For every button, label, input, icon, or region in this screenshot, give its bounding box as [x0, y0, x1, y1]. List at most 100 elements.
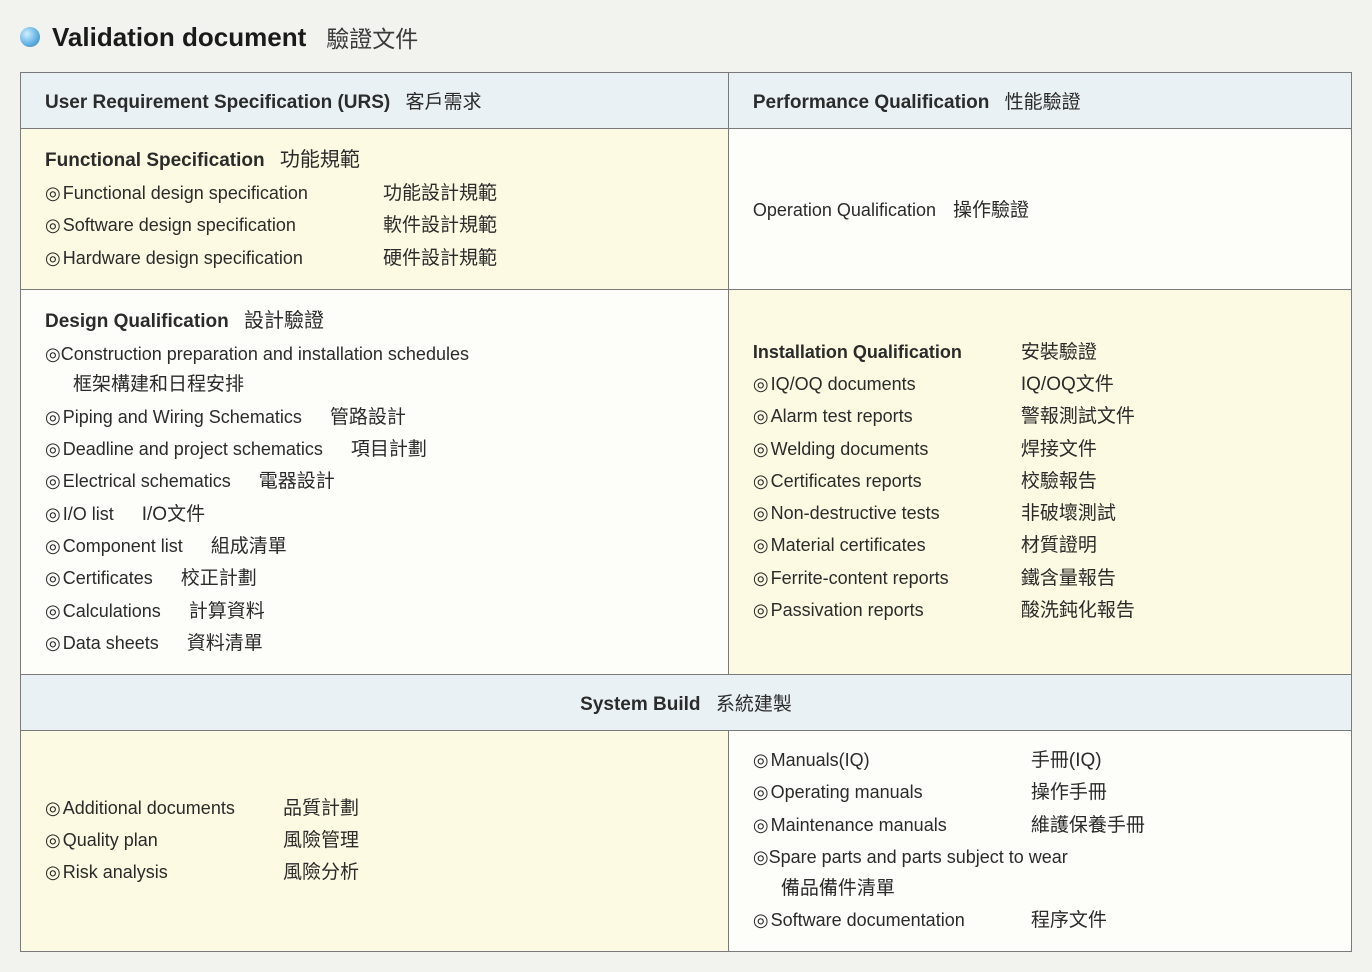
dq-cell: Design Qualification 設計驗證 ◎Construction … — [21, 289, 729, 674]
iq-item-en: ◎Welding documents — [753, 434, 1013, 466]
sb-right-item-zh: 操作手冊 — [1031, 777, 1327, 809]
iq-item-zh: 焊接文件 — [1021, 434, 1327, 466]
dq-item-en: ◎Construction preparation and installati… — [45, 339, 704, 370]
sb-left-item-list: ◎Additional documents品質計劃◎Quality plan風險… — [45, 793, 704, 890]
fs-item-list: ◎Functional design specification功能設計規範◎S… — [45, 178, 704, 275]
sb-right-cell: ◎Manuals(IQ)手冊(IQ)◎Operating manuals操作手冊… — [728, 731, 1351, 952]
sb-left-item: ◎Additional documents品質計劃 — [45, 793, 704, 825]
sb-right-item-en: ◎Spare parts and parts subject to wear — [753, 842, 1327, 873]
iq-item: ◎IQ/OQ documentsIQ/OQ文件 — [753, 369, 1327, 401]
iq-item-zh: IQ/OQ文件 — [1021, 369, 1327, 401]
dq-title-en: Design Qualification — [45, 311, 229, 332]
dq-item: ◎Data sheets 資料清單 — [45, 628, 704, 660]
fs-item-en: ◎Software design specification — [45, 210, 375, 242]
fs-title-en: Functional Specification — [45, 150, 265, 171]
iq-item: ◎Alarm test reports警報測試文件 — [753, 401, 1327, 433]
fs-title-zh: 功能規範 — [280, 149, 360, 171]
dq-item: ◎I/O list I/O文件 — [45, 499, 704, 531]
sb-right-item: ◎Spare parts and parts subject to wear備品… — [753, 842, 1327, 905]
sb-left-item-en: ◎Risk analysis — [45, 857, 275, 889]
pq-zh: 性能驗證 — [1005, 92, 1081, 113]
sb-left-item-zh: 風險分析 — [283, 857, 704, 889]
fs-cell: Functional Specification 功能規範 ◎Functiona… — [21, 129, 729, 290]
iq-item: ◎Passivation reports酸洗鈍化報告 — [753, 595, 1327, 627]
dq-item-en: ◎Component list — [45, 531, 183, 562]
sb-left-cell: ◎Additional documents品質計劃◎Quality plan風險… — [21, 731, 729, 952]
sb-right-item-zh: 備品備件清單 — [753, 873, 1327, 905]
sb-right-item-en: ◎Manuals(IQ) — [753, 745, 1023, 777]
fs-item: ◎Functional design specification功能設計規範 — [45, 178, 704, 210]
oq-cell: Operation Qualification 操作驗證 — [728, 129, 1351, 290]
sb-right-item: ◎Manuals(IQ)手冊(IQ) — [753, 745, 1327, 777]
sb-right-item-en: ◎Software documentation — [753, 905, 1023, 937]
sysbuild-header: System Build 系統建製 — [21, 675, 1352, 731]
dq-item-zh: 電器設計 — [259, 466, 335, 498]
sb-left-item-zh: 風險管理 — [283, 825, 704, 857]
dq-item-en: ◎Certificates — [45, 563, 153, 594]
dq-title-zh: 設計驗證 — [244, 310, 324, 332]
fs-item: ◎Hardware design specification硬件設計規範 — [45, 243, 704, 275]
sb-left-item: ◎Risk analysis風險分析 — [45, 857, 704, 889]
sb-left-item-en: ◎Additional documents — [45, 793, 275, 825]
dq-item: ◎Component list 組成清單 — [45, 531, 704, 563]
iq-item-zh: 酸洗鈍化報告 — [1021, 595, 1327, 627]
sb-right-item-en: ◎Operating manuals — [753, 777, 1023, 809]
dq-item-zh: 框架構建和日程安排 — [45, 369, 704, 401]
fs-item: ◎Software design specification軟件設計規範 — [45, 210, 704, 242]
iq-title-en: Installation Qualification — [753, 337, 1013, 369]
urs-header: User Requirement Specification (URS) 客戶需… — [21, 73, 729, 129]
sb-right-item-en: ◎Maintenance manuals — [753, 810, 1023, 842]
dq-item: ◎Electrical schematics 電器設計 — [45, 466, 704, 498]
sb-left-item-en: ◎Quality plan — [45, 825, 275, 857]
iq-item: ◎Certificates reports校驗報告 — [753, 466, 1327, 498]
dq-item-zh: 管路設計 — [330, 402, 406, 434]
dq-item: ◎Certificates 校正計劃 — [45, 563, 704, 595]
sb-right-item-zh: 維護保養手冊 — [1031, 810, 1327, 842]
iq-item-en: ◎Non-destructive tests — [753, 498, 1013, 530]
dq-item-zh: 計算資料 — [189, 596, 265, 628]
pq-en: Performance Qualification — [753, 92, 990, 113]
dq-item-zh: 校正計劃 — [181, 563, 257, 595]
iq-item-zh: 警報測試文件 — [1021, 401, 1327, 433]
dq-item-en: ◎Calculations — [45, 596, 161, 627]
iq-item-zh: 材質證明 — [1021, 530, 1327, 562]
dq-item: ◎Construction preparation and installati… — [45, 339, 704, 402]
dq-item-zh: 組成清單 — [211, 531, 287, 563]
fs-title: Functional Specification 功能規範 — [45, 143, 704, 172]
iq-cell: Installation Qualification 安裝驗證 ◎IQ/OQ d… — [728, 289, 1351, 674]
iq-item-zh: 校驗報告 — [1021, 466, 1327, 498]
sb-right-item: ◎Software documentation程序文件 — [753, 905, 1327, 937]
pq-header: Performance Qualification 性能驗證 — [728, 73, 1351, 129]
dq-item-zh: 資料清單 — [187, 628, 263, 660]
fs-item-zh: 功能設計規範 — [383, 178, 704, 210]
iq-item-en: ◎Alarm test reports — [753, 401, 1013, 433]
iq-item: ◎Material certificates材質證明 — [753, 530, 1327, 562]
iq-item-en: ◎Certificates reports — [753, 466, 1013, 498]
iq-item-en: ◎Passivation reports — [753, 595, 1013, 627]
sysbuild-en: System Build — [580, 694, 700, 715]
sb-right-item-zh: 程序文件 — [1031, 905, 1327, 937]
iq-item-zh: 非破壞測試 — [1021, 498, 1327, 530]
sb-left-item: ◎Quality plan風險管理 — [45, 825, 704, 857]
validation-table: User Requirement Specification (URS) 客戶需… — [20, 72, 1352, 952]
dq-item-en: ◎I/O list — [45, 499, 114, 530]
sb-right-item-list: ◎Manuals(IQ)手冊(IQ)◎Operating manuals操作手冊… — [753, 745, 1327, 937]
iq-item-en: ◎IQ/OQ documents — [753, 369, 1013, 401]
dq-item: ◎Piping and Wiring Schematics管路設計 — [45, 402, 704, 434]
iq-item-en: ◎Material certificates — [753, 530, 1013, 562]
urs-en: User Requirement Specification (URS) — [45, 92, 390, 113]
dq-item-en: ◎Data sheets — [45, 628, 159, 659]
fs-item-zh: 軟件設計規範 — [383, 210, 704, 242]
sphere-bullet-icon — [20, 27, 40, 47]
iq-item-list: ◎IQ/OQ documentsIQ/OQ文件◎Alarm test repor… — [753, 369, 1327, 627]
title-zh: 驗證文件 — [326, 20, 418, 54]
sysbuild-zh: 系統建製 — [716, 694, 792, 715]
oq-en: Operation Qualification — [753, 200, 936, 220]
dq-item-en: ◎Deadline and project schematics — [45, 434, 323, 465]
title-en: Validation document — [52, 22, 306, 53]
sb-right-item-zh: 手冊(IQ) — [1031, 745, 1327, 777]
dq-item-en: ◎Electrical schematics — [45, 466, 231, 497]
dq-item: ◎Calculations 計算資料 — [45, 596, 704, 628]
dq-item-zh: I/O文件 — [142, 499, 205, 531]
fs-item-zh: 硬件設計規範 — [383, 243, 704, 275]
